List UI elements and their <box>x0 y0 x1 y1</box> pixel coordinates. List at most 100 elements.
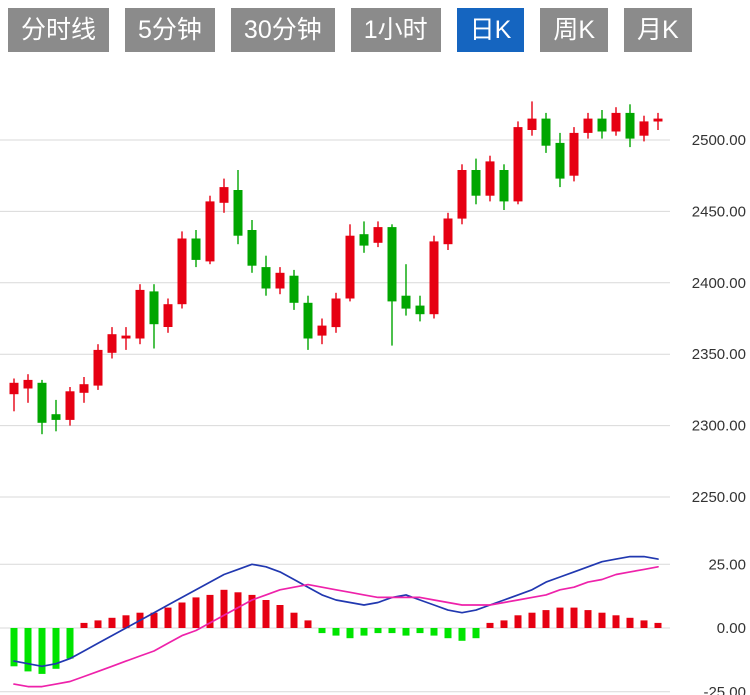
macd-histogram-bar <box>514 615 522 629</box>
price-axis-label: 2400.00 <box>692 275 746 292</box>
macd-axis-label: 0.00 <box>717 620 746 637</box>
candle-body <box>289 275 299 303</box>
candle-body <box>317 325 327 336</box>
macd-histogram-bar <box>640 620 648 628</box>
macd-axis-label: -25.00 <box>703 684 746 695</box>
price-axis-label: 2250.00 <box>692 489 746 506</box>
macd-histogram-bar <box>612 615 620 629</box>
candle-body <box>639 121 649 136</box>
candle-body <box>527 118 537 130</box>
candle-body <box>51 414 61 420</box>
macd-histogram-bar <box>556 607 564 628</box>
macd-histogram-bar <box>332 628 340 636</box>
candle-body <box>597 118 607 132</box>
price-axis-label: 2500.00 <box>692 132 746 149</box>
tab-weekly-k[interactable]: 周K <box>540 8 609 52</box>
macd-histogram-bar <box>10 628 18 667</box>
candle-body <box>135 289 145 339</box>
macd-histogram-bar <box>164 607 172 628</box>
macd-histogram-bar <box>276 605 284 628</box>
candle-body <box>247 230 257 266</box>
macd-histogram-bar <box>388 628 396 634</box>
macd-histogram-bar <box>304 620 312 628</box>
macd-histogram-bar <box>80 622 88 628</box>
candle-body <box>513 127 523 202</box>
macd-histogram-bar <box>206 594 214 628</box>
macd-histogram-bar <box>234 592 242 628</box>
candle-body <box>569 132 579 176</box>
macd-histogram-bar <box>262 600 270 628</box>
candle-body <box>163 304 173 327</box>
tab-5min[interactable]: 5分钟 <box>125 8 215 52</box>
macd-histogram-bar <box>178 602 186 628</box>
candle-body <box>233 190 243 236</box>
tab-timeline[interactable]: 分时线 <box>8 8 110 52</box>
tab-monthly-k[interactable]: 月K <box>624 8 692 52</box>
tab-30min[interactable]: 30分钟 <box>230 8 335 52</box>
macd-histogram-bar <box>122 615 130 629</box>
candle-body <box>65 391 75 420</box>
candle-body <box>471 170 481 196</box>
macd-histogram-bar <box>150 612 158 628</box>
price-axis-label: 2350.00 <box>692 346 746 363</box>
macd-histogram-bar <box>402 628 410 636</box>
candle-body <box>261 267 271 289</box>
candle-body <box>205 201 215 262</box>
candle-body <box>401 295 411 309</box>
macd-histogram-bar <box>346 628 354 639</box>
candle-body <box>359 234 369 246</box>
candle-body <box>331 298 341 328</box>
macd-histogram-bar <box>248 594 256 628</box>
macd-histogram-bar <box>108 617 116 628</box>
candle-body <box>499 170 509 202</box>
macd-histogram-bar <box>38 628 46 674</box>
candle-body <box>555 142 565 179</box>
macd-dea-line <box>13 565 659 688</box>
candle-body <box>429 241 439 315</box>
tab-1hour[interactable]: 1小时 <box>350 8 441 52</box>
candle-body <box>625 112 635 139</box>
tab-daily-k[interactable]: 日K <box>456 8 525 52</box>
macd-histogram-bar <box>374 628 382 634</box>
candle-body <box>611 112 621 132</box>
candle-body <box>79 384 89 393</box>
candle-body <box>583 118 593 133</box>
macd-histogram-bar <box>458 628 466 641</box>
macd-histogram-bar <box>360 628 368 636</box>
candle-body <box>121 335 131 339</box>
candle-body <box>93 349 103 386</box>
candle-body <box>457 170 467 219</box>
macd-histogram-bar <box>626 617 634 628</box>
macd-histogram-bar <box>24 628 32 672</box>
macd-histogram-bar <box>94 620 102 628</box>
macd-histogram-bar <box>318 628 326 634</box>
candle-body <box>443 218 453 245</box>
macd-histogram-bar <box>52 628 60 669</box>
macd-histogram-bar <box>528 612 536 628</box>
candle-body <box>345 235 355 299</box>
macd-histogram-bar <box>192 597 200 628</box>
macd-axis-label: 25.00 <box>708 556 746 573</box>
macd-histogram-bar <box>66 628 74 659</box>
candle-body <box>23 379 33 389</box>
candle-body <box>149 291 159 325</box>
macd-histogram-bar <box>584 610 592 628</box>
candle-body <box>415 305 425 315</box>
price-axis-label: 2300.00 <box>692 418 746 435</box>
macd-histogram-bar <box>472 628 480 639</box>
candle-body <box>275 272 285 289</box>
macd-histogram-bar <box>416 628 424 634</box>
macd-histogram-bar <box>430 628 438 636</box>
candle-body <box>303 302 313 339</box>
candle-body <box>9 382 19 395</box>
candle-body <box>387 227 397 302</box>
candle-body <box>191 238 201 260</box>
macd-histogram-bar <box>598 612 606 628</box>
macd-histogram-bar <box>654 622 662 628</box>
price-axis-label: 2450.00 <box>692 203 746 220</box>
candle-body <box>373 227 383 243</box>
candle-body <box>107 334 117 353</box>
candle-body <box>653 118 663 122</box>
macd-histogram-bar <box>542 610 550 628</box>
